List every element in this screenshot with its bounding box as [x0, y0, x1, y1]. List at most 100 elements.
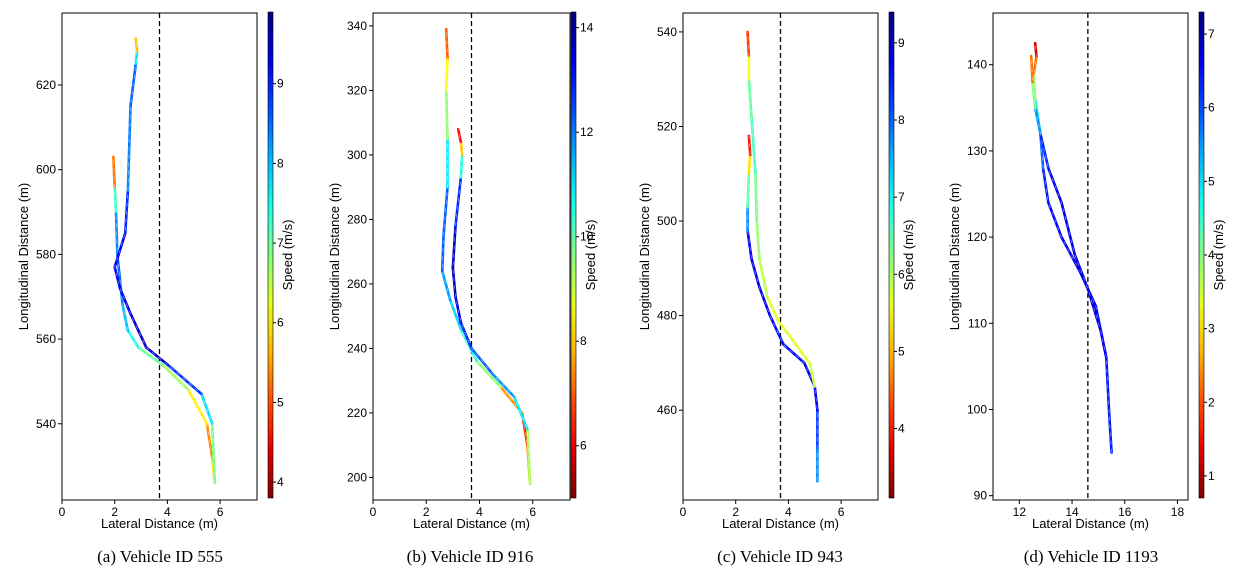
- trajectory-segment: [126, 329, 140, 349]
- y-tick-label: 500: [657, 214, 677, 228]
- y-tick-label: 280: [347, 212, 367, 226]
- x-tick-label: 2: [423, 505, 430, 519]
- x-tick-label: 6: [529, 505, 536, 519]
- colorbar-tick-label: 7: [1208, 27, 1215, 41]
- panel-caption: (d) Vehicle ID 1193: [1024, 547, 1159, 566]
- colorbar-tick-label: 14: [580, 21, 594, 35]
- trajectory-overlay: [747, 135, 818, 482]
- plot-frame: [992, 12, 1189, 501]
- trajectory-2: [1029, 54, 1108, 360]
- x-tick-label: 2: [111, 505, 118, 519]
- colorbar-tick-label: 5: [277, 395, 284, 409]
- trajectory-segment: [145, 346, 169, 366]
- trajectory-1: [440, 27, 532, 486]
- colorbar-tick-label: 4: [1208, 248, 1215, 262]
- y-axis-label: Longitudinal Distance (m): [947, 183, 962, 330]
- y-tick-label: 90: [974, 489, 988, 503]
- x-tick-label: 6: [838, 505, 845, 519]
- x-tick-label: 0: [370, 505, 377, 519]
- colorbar-tick-label: 8: [898, 113, 905, 127]
- colorbar-tick-label: 9: [898, 36, 905, 50]
- trajectory-overlay: [441, 29, 531, 484]
- y-tick-label: 580: [36, 247, 56, 261]
- colorbar-tick-label: 7: [898, 190, 905, 204]
- panel-1: 0 2 4 6 540 560 580 600 620 Lateral Distance (m) L…: [16, 11, 295, 566]
- trajectory-overlay: [452, 129, 531, 484]
- x-tick-label: 0: [59, 505, 66, 519]
- trajectory-segment: [1099, 330, 1108, 360]
- x-tick-label: 16: [1118, 505, 1132, 519]
- y-tick-label: 560: [36, 332, 56, 346]
- colorbar-label: Speed (m/s): [280, 220, 295, 291]
- trajectory-2: [451, 127, 532, 486]
- x-tick-label: 2: [732, 505, 739, 519]
- colorbar-tick-label: 4: [898, 422, 905, 436]
- colorbar-tick-label: 12: [580, 125, 594, 139]
- trajectory-segment: [113, 265, 122, 290]
- panel-3: 0 2 4 6 460 480 500 520 540 Lateral Distance (m) L…: [637, 11, 916, 566]
- trajectory-overlay: [1030, 56, 1107, 358]
- x-tick-label: 14: [1065, 505, 1079, 519]
- panel-caption: (c) Vehicle ID 943: [717, 547, 843, 566]
- x-tick-label: 4: [785, 505, 792, 519]
- trajectory-segment: [746, 229, 753, 261]
- colorbar-tick-label: 10: [580, 230, 594, 244]
- panel-caption: (a) Vehicle ID 555: [97, 547, 223, 566]
- colorbar-tick-label: 5: [1208, 174, 1215, 188]
- trajectory-segment: [746, 30, 751, 57]
- x-tick-label: 6: [217, 505, 224, 519]
- colorbar-tick-label: 9: [277, 77, 284, 91]
- colorbar: [570, 11, 577, 499]
- colorbar-tick-label: 6: [580, 439, 587, 453]
- y-tick-label: 140: [967, 58, 987, 72]
- y-tick-label: 300: [347, 148, 367, 162]
- trajectory-segment: [808, 361, 817, 388]
- colorbar: [1198, 11, 1205, 499]
- trajectory-segment: [121, 303, 130, 332]
- panel-caption: (b) Vehicle ID 916: [407, 547, 534, 566]
- colorbar-label: Speed (m/s): [583, 220, 598, 291]
- colorbar: [888, 11, 895, 499]
- y-axis-label: Longitudinal Distance (m): [637, 183, 652, 330]
- trajectory-1: [112, 155, 217, 485]
- y-tick-label: 540: [36, 417, 56, 431]
- x-tick-label: 4: [164, 505, 171, 519]
- y-tick-label: 600: [36, 163, 56, 177]
- panel-2: 0 2 4 6 200 220 240 260 280 300 320 340 Lateral Dist…: [327, 11, 598, 566]
- colorbar-tick-label: 8: [580, 334, 587, 348]
- colorbar-tick-label: 2: [1208, 395, 1215, 409]
- x-tick-label: 4: [476, 505, 483, 519]
- x-axis-label: Lateral Distance (m): [1032, 516, 1149, 531]
- x-tick-label: 12: [1013, 505, 1027, 519]
- y-tick-label: 480: [657, 309, 677, 323]
- y-tick-label: 540: [657, 25, 677, 39]
- colorbar-tick-label: 6: [1208, 101, 1215, 115]
- y-tick-label: 520: [657, 119, 677, 133]
- colorbar: [267, 11, 274, 499]
- y-tick-label: 100: [967, 402, 987, 416]
- y-tick-label: 460: [657, 403, 677, 417]
- y-tick-label: 320: [347, 83, 367, 97]
- trajectory-overlay: [114, 38, 216, 484]
- colorbar-label: Speed (m/s): [1211, 220, 1226, 291]
- colorbar-tick-label: 4: [277, 475, 284, 489]
- colorbar-tick-label: 6: [277, 316, 284, 330]
- colorbar-tick-label: 8: [277, 156, 284, 170]
- x-tick-label: 18: [1171, 505, 1185, 519]
- trajectory-overlay: [113, 156, 216, 484]
- colorbar-tick-label: 3: [1208, 322, 1215, 336]
- y-tick-label: 200: [347, 470, 367, 484]
- colorbar-label: Speed (m/s): [901, 220, 916, 291]
- x-axis-label: Lateral Distance (m): [722, 516, 839, 531]
- y-tick-label: 620: [36, 78, 56, 92]
- y-tick-label: 260: [347, 277, 367, 291]
- colorbar-tick-label: 6: [898, 267, 905, 281]
- y-axis-label: Longitudinal Distance (m): [16, 183, 31, 330]
- trajectory-2: [113, 37, 217, 485]
- y-tick-label: 220: [347, 406, 367, 420]
- trajectory-segment: [1107, 408, 1113, 454]
- colorbar-tick-label: 1: [1208, 469, 1215, 483]
- y-tick-label: 130: [967, 144, 987, 158]
